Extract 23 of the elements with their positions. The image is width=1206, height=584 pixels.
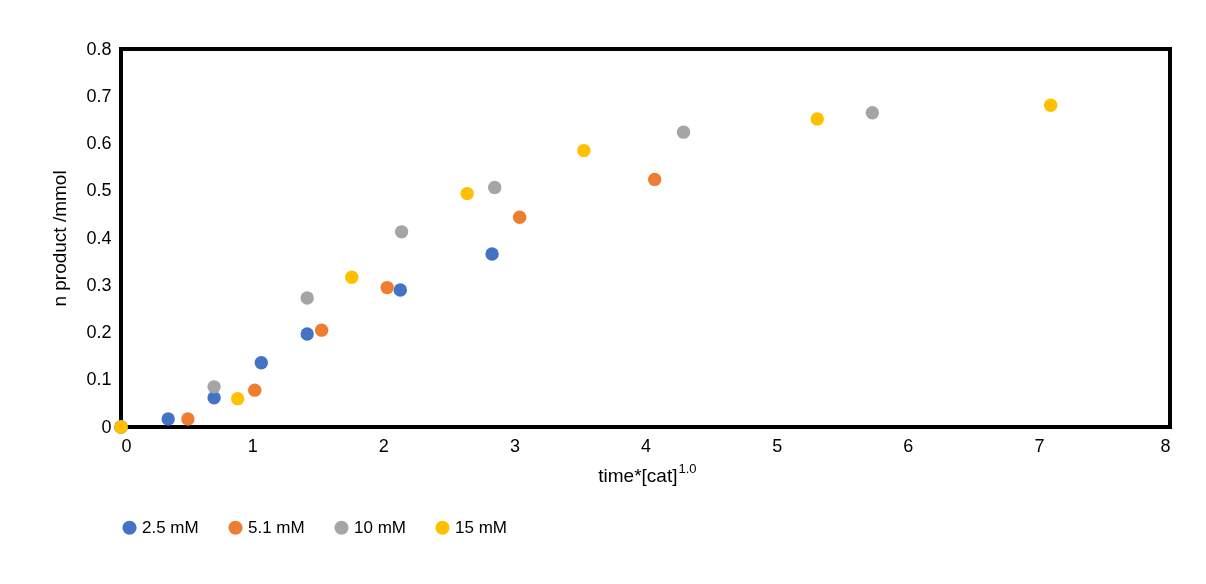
x-tick-label: 4 [640, 435, 652, 456]
y-tick-label: 0.8 [86, 38, 112, 59]
legend-label: 5.1 mM [248, 517, 305, 537]
y-tick-label: 0.6 [86, 133, 112, 153]
y-tick-label: 0.2 [86, 322, 112, 342]
x-tick-label: 5 [772, 435, 783, 456]
y-tick-label: 0.7 [86, 85, 112, 106]
y-tick-label: 0 [101, 416, 112, 437]
x-tick-label: 0 [121, 435, 132, 456]
x-tick-label: 3 [509, 435, 520, 456]
y-tick-label: 0.3 [86, 274, 112, 295]
y-axis-title: n product /mmol [49, 170, 71, 307]
x-tick-label: 8 [1160, 435, 1171, 456]
x-tick-label: 7 [1034, 435, 1045, 456]
x-tick-label: 6 [903, 435, 914, 456]
y-tick-label: 0.1 [86, 369, 112, 390]
y-tick-label: 0.5 [86, 180, 112, 201]
x-tick-label: 1 [247, 435, 258, 456]
legend-label: 2.5 mM [142, 517, 199, 537]
y-tick-label: 0.4 [86, 227, 112, 248]
legend-label: 15 mM [455, 517, 507, 537]
legend-label: 10 mM [354, 517, 406, 537]
x-tick-label: 2 [378, 435, 389, 456]
